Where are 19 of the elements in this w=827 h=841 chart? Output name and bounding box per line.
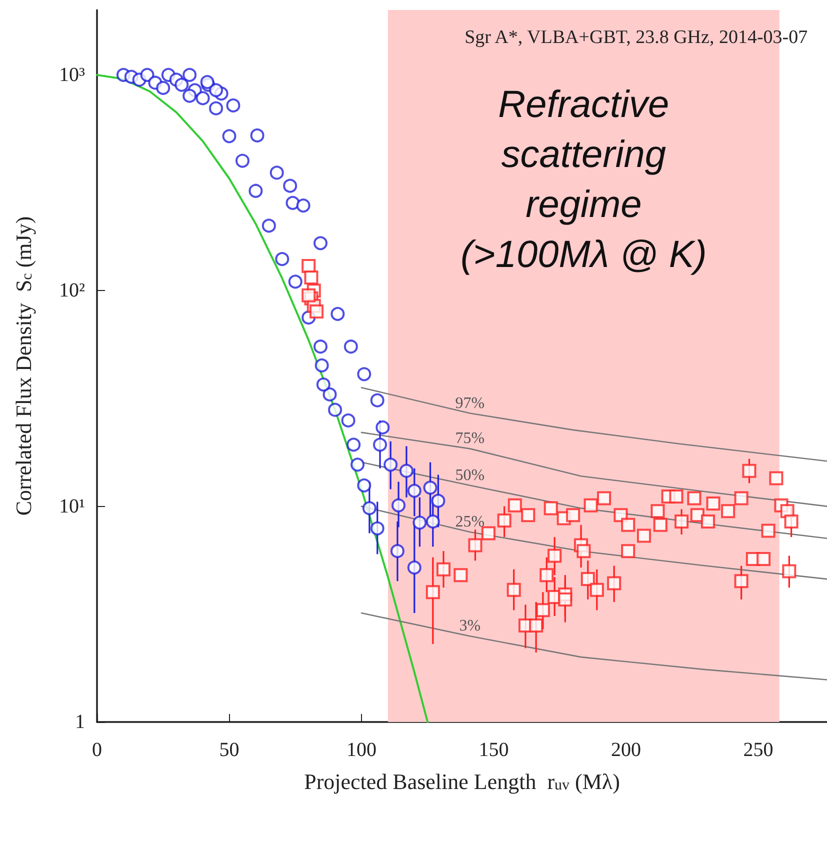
series-label: 3%	[459, 618, 481, 635]
y-tick-label: 1	[75, 711, 85, 733]
x-tick-label: 100	[346, 739, 376, 761]
series-label: 50%	[455, 466, 485, 484]
y-tick-label: 10¹	[59, 495, 85, 518]
series-label: 97%	[455, 394, 485, 412]
x-tick-label: 0	[92, 739, 102, 761]
x-axis-title: Projected Baseline Length ruv (Mλ)	[304, 769, 620, 794]
x-tick-label: 200	[610, 739, 641, 761]
annotation: Sgr A*, VLBA+GBT, 23.8 GHz, 2014-03-07	[464, 27, 808, 48]
y-tick-label: 10²	[59, 280, 85, 302]
y-axis-title: Correlated Flux Density Sc (mJy)	[11, 216, 36, 516]
series-label: 75%	[455, 430, 485, 448]
series-label: 25%	[455, 514, 485, 531]
x-tick-label: 50	[219, 739, 240, 761]
x-tick-label: 250	[743, 739, 774, 761]
y-tick-label: 10³	[59, 64, 85, 86]
x-tick-label: 150	[478, 739, 509, 761]
band-label: Refractive scattering regime (>100Mλ @ K)	[460, 84, 707, 276]
